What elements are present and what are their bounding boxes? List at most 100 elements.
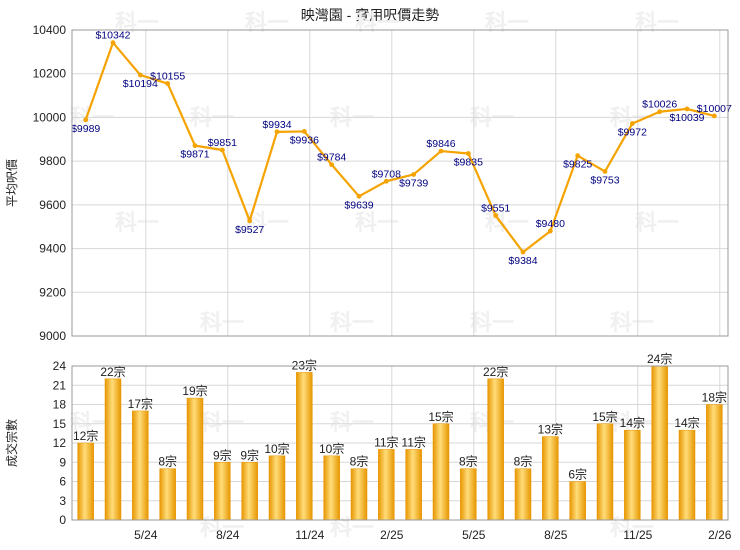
price-point[interactable]: [602, 169, 608, 174]
line-ytick-label: 10200: [33, 67, 67, 81]
price-point[interactable]: [575, 153, 581, 159]
xtick-label: 5/24: [134, 528, 158, 542]
volume-bar[interactable]: [132, 410, 149, 521]
line-ylabel: 平均呎價: [5, 159, 19, 207]
price-point[interactable]: [657, 109, 663, 115]
volume-bar[interactable]: [651, 365, 668, 521]
price-data-label: $9708: [372, 168, 401, 180]
watermark-text: 科一: [200, 410, 244, 435]
watermark-text: 科一: [330, 410, 374, 435]
price-data-label: $9480: [536, 218, 565, 230]
volume-bar[interactable]: [296, 372, 313, 521]
bar-data-label: 24宗: [647, 351, 672, 366]
watermark-text: 科一: [115, 10, 159, 35]
bar-data-label: 11宗: [374, 434, 398, 449]
price-point[interactable]: [465, 151, 471, 156]
bar-data-label: 10宗: [319, 441, 344, 456]
price-point[interactable]: [301, 129, 307, 134]
price-point[interactable]: [165, 81, 171, 86]
bar-data-label: 19宗: [182, 383, 207, 398]
volume-bar[interactable]: [77, 442, 94, 521]
price-data-label: $9825: [563, 159, 592, 171]
price-point[interactable]: [192, 143, 198, 149]
price-point[interactable]: [356, 193, 362, 199]
line-plot-frame: [71, 29, 729, 337]
line-ytick-label: 10400: [33, 23, 67, 37]
price-point[interactable]: [274, 129, 280, 135]
xtick-label: 5/25: [462, 528, 486, 542]
price-point[interactable]: [329, 162, 335, 168]
volume-bar[interactable]: [186, 397, 204, 521]
price-data-label: $9784: [317, 152, 346, 164]
watermark-text: 科一: [245, 10, 289, 35]
xtick-label: 11/24: [295, 528, 324, 542]
price-data-label: $9639: [344, 199, 373, 211]
volume-bar[interactable]: [487, 378, 504, 521]
price-point[interactable]: [411, 172, 417, 177]
volume-bar[interactable]: [432, 423, 450, 521]
bar-data-label: 14宗: [620, 415, 645, 430]
volume-bar[interactable]: [268, 455, 286, 521]
volume-bar[interactable]: [350, 468, 368, 521]
price-data-label: $10194: [123, 78, 158, 90]
price-point[interactable]: [219, 147, 225, 153]
price-data-label: $9384: [508, 255, 537, 267]
volume-bar[interactable]: [706, 404, 723, 521]
bar-ytick-label: 12: [53, 436, 67, 450]
price-point[interactable]: [438, 148, 444, 154]
price-point[interactable]: [629, 121, 635, 126]
line-ytick-label: 10000: [33, 110, 67, 124]
price-point[interactable]: [711, 113, 717, 119]
price-data-label: $9753: [590, 174, 619, 186]
bar-data-label: 15宗: [592, 409, 617, 424]
bar-data-label: 8宗: [459, 454, 478, 469]
price-point[interactable]: [493, 213, 499, 218]
price-data-label: $10026: [642, 99, 677, 111]
bar-ytick-label: 6: [59, 475, 66, 489]
volume-bar[interactable]: [460, 468, 477, 521]
price-point[interactable]: [247, 218, 253, 224]
price-point[interactable]: [383, 178, 389, 184]
price-point[interactable]: [684, 106, 690, 112]
volume-bar[interactable]: [159, 468, 176, 521]
watermark-text: 科一: [200, 310, 244, 335]
volume-bar[interactable]: [214, 462, 231, 521]
volume-bar[interactable]: [514, 468, 532, 521]
xtick-label: 8/24: [216, 528, 240, 542]
price-data-label: $9527: [235, 224, 264, 236]
xtick-label: 2/25: [380, 528, 404, 542]
price-data-label: $9871: [180, 149, 209, 161]
volume-bar[interactable]: [241, 462, 258, 521]
xtick-label: 8/25: [544, 528, 568, 542]
bar-data-label: 22宗: [483, 364, 508, 379]
bar-data-label: 11宗: [401, 434, 425, 449]
volume-bar[interactable]: [542, 436, 559, 521]
watermark-text: 科一: [355, 10, 399, 35]
volume-bar[interactable]: [624, 429, 641, 521]
volume-bar[interactable]: [104, 378, 122, 521]
price-point[interactable]: [83, 117, 89, 123]
bar-ytick-label: 15: [53, 417, 67, 431]
watermark-text: 科一: [610, 310, 654, 335]
watermark-text: 科一: [330, 310, 374, 335]
bar-data-label: 23宗: [292, 357, 317, 372]
volume-bar[interactable]: [405, 449, 422, 521]
price-point[interactable]: [110, 40, 116, 46]
line-ytick-label: 9200: [39, 285, 66, 299]
volume-bar[interactable]: [678, 429, 696, 521]
bar-data-label: 13宗: [538, 422, 563, 437]
watermark-text: 科一: [635, 210, 679, 235]
bar-data-label: 18宗: [702, 390, 727, 405]
bar-data-label: 17宗: [128, 396, 153, 411]
price-point[interactable]: [520, 249, 526, 255]
price-point[interactable]: [137, 72, 143, 78]
volume-bar[interactable]: [378, 449, 395, 521]
volume-bar[interactable]: [569, 481, 586, 521]
price-point[interactable]: [547, 228, 553, 234]
volume-bar[interactable]: [596, 423, 614, 521]
price-data-label: $9934: [262, 119, 291, 131]
bar-data-label: 8宗: [350, 454, 369, 469]
volume-bar[interactable]: [323, 455, 340, 521]
bar-data-label: 22宗: [100, 364, 125, 379]
